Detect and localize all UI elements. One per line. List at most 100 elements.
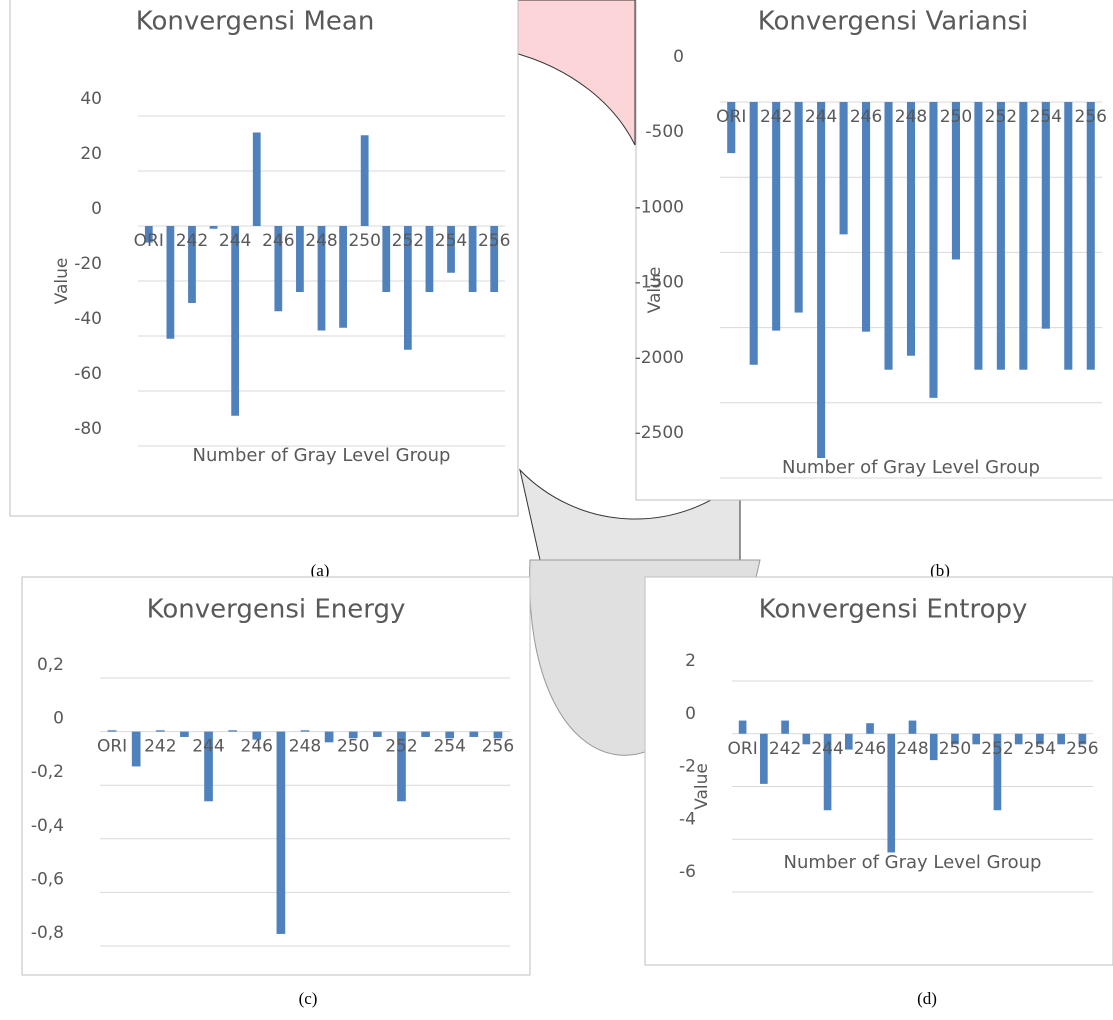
- bar: [1064, 102, 1072, 370]
- x-tick-label: 244: [192, 737, 224, 757]
- y-tick-label: 0: [685, 704, 696, 724]
- bar: [166, 226, 174, 339]
- bar: [803, 734, 811, 745]
- x-tick-label: 248: [305, 231, 337, 251]
- bar: [772, 102, 780, 331]
- x-tick-label: 256: [1075, 107, 1107, 127]
- y-axis-label: Value: [692, 763, 712, 810]
- x-tick-label: 250: [348, 231, 380, 251]
- bar: [929, 102, 937, 398]
- y-tick-label: 2: [685, 651, 696, 671]
- y-tick-label: -2500: [635, 423, 684, 443]
- bar: [156, 730, 165, 731]
- y-tick-label: 0: [91, 199, 102, 219]
- bar: [907, 102, 915, 356]
- x-axis-label: Number of Gray Level Group: [782, 457, 1040, 478]
- x-tick-label: 242: [176, 231, 208, 251]
- x-tick-label: 246: [850, 107, 882, 127]
- bar: [382, 226, 390, 292]
- y-tick-label: -2000: [635, 348, 684, 368]
- x-tick-label: 252: [392, 231, 424, 251]
- x-tick-label: 244: [811, 739, 843, 759]
- chart-title: Konvergensi Mean: [136, 7, 375, 37]
- bar: [228, 730, 237, 731]
- bar: [231, 226, 239, 416]
- y-tick-label: 0: [673, 47, 684, 67]
- y-axis-label: Value: [645, 267, 665, 314]
- x-tick-label: 252: [985, 107, 1017, 127]
- x-tick-label: ORI: [716, 107, 746, 127]
- bar: [469, 226, 477, 292]
- x-axis-label: Number of Gray Level Group: [193, 445, 451, 466]
- x-tick-label: 256: [1066, 739, 1098, 759]
- figure: Konvergensi Mean40200-20-40-60-80ORI2422…: [0, 0, 1113, 1020]
- bar: [862, 102, 870, 332]
- y-tick-label: -500: [645, 122, 684, 142]
- bar: [277, 732, 286, 934]
- bar: [421, 732, 430, 737]
- chart-title: Konvergensi Energy: [147, 595, 406, 625]
- x-tick-label: 250: [939, 739, 971, 759]
- x-tick-label: ORI: [97, 737, 127, 757]
- y-tick-label: -4: [679, 809, 696, 829]
- caption: (c): [299, 989, 318, 1008]
- x-tick-label: 248: [289, 737, 321, 757]
- x-tick-label: ORI: [134, 231, 164, 251]
- x-tick-label: 252: [981, 739, 1013, 759]
- y-tick-label: -60: [74, 364, 102, 384]
- bar: [884, 102, 892, 370]
- bar: [180, 732, 189, 737]
- bar: [469, 732, 478, 737]
- bar: [210, 226, 218, 229]
- chart-frame: [645, 577, 1113, 965]
- x-tick-label: 244: [219, 231, 251, 251]
- x-tick-label: 242: [769, 739, 801, 759]
- x-tick-label: 246: [262, 231, 294, 251]
- y-tick-label: 20: [80, 144, 102, 164]
- chart-panel: Konvergensi Variansi0-500-1000-1500-2000…: [635, 0, 1113, 500]
- bar: [840, 102, 848, 234]
- x-tick-label: 252: [385, 737, 417, 757]
- x-tick-label: 248: [895, 107, 927, 127]
- bar: [781, 721, 789, 734]
- chart-frame: [636, 0, 1113, 500]
- chart-title: Konvergensi Entropy: [759, 595, 1028, 625]
- bar: [296, 226, 304, 292]
- bar: [795, 102, 803, 313]
- bar: [845, 734, 853, 750]
- y-tick-label: -1000: [635, 197, 684, 217]
- bar: [909, 721, 917, 734]
- bar: [373, 732, 382, 737]
- x-tick-label: 256: [478, 231, 510, 251]
- y-tick-label: -0,4: [31, 816, 64, 836]
- bar: [739, 721, 747, 734]
- bar: [1019, 102, 1027, 370]
- bar: [1015, 734, 1023, 745]
- bar: [301, 730, 310, 731]
- y-tick-label: -0,2: [31, 762, 64, 782]
- chart-frame: [22, 577, 530, 975]
- bar: [750, 102, 758, 365]
- bar: [108, 730, 117, 731]
- x-tick-label: 250: [940, 107, 972, 127]
- y-tick-label: -0,6: [31, 869, 64, 889]
- y-tick-label: -40: [74, 309, 102, 329]
- bar: [339, 226, 347, 328]
- bar: [997, 102, 1005, 370]
- bar: [974, 102, 982, 370]
- bar: [1042, 102, 1050, 329]
- x-axis-label: Number of Gray Level Group: [784, 852, 1042, 873]
- bar: [760, 734, 768, 784]
- x-tick-label: 246: [241, 737, 273, 757]
- x-tick-label: 254: [435, 231, 467, 251]
- bar: [132, 732, 141, 767]
- bar: [1087, 102, 1095, 370]
- bar: [972, 734, 980, 745]
- x-tick-label: 250: [337, 737, 369, 757]
- x-tick-label: 256: [482, 737, 514, 757]
- y-tick-label: -0,8: [31, 923, 64, 943]
- bar: [325, 732, 334, 743]
- chart-title: Konvergensi Variansi: [758, 7, 1029, 37]
- bar: [866, 723, 874, 734]
